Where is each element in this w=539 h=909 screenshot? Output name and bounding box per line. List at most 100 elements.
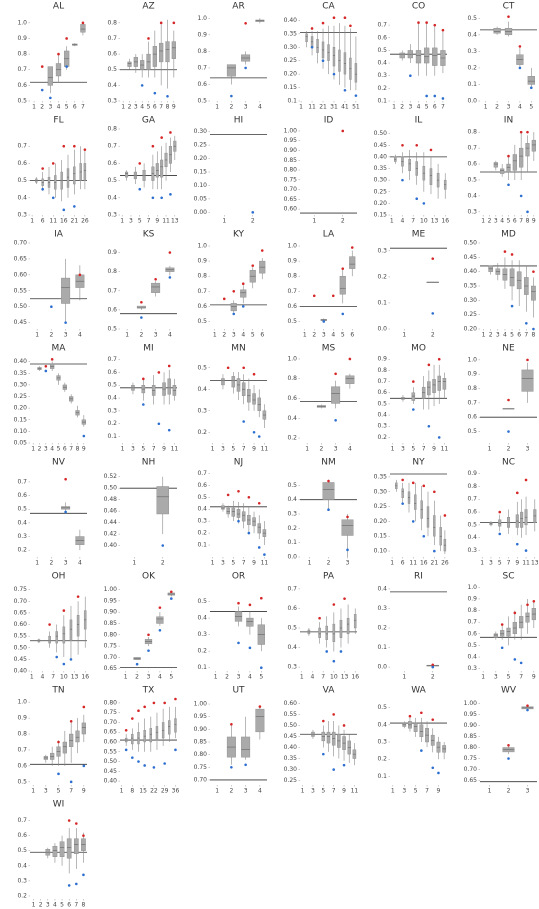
y-tick-label: 0.30 [14,381,28,388]
x-tick-label: 3 [64,560,68,567]
high-point [507,744,510,747]
y-tick-label: 0.3 [377,739,387,746]
x-tick-label: 4 [500,218,504,225]
y-tick-label: 0.6 [107,51,117,58]
box-body [62,741,67,754]
panel-title: LA [323,230,335,240]
high-point [226,493,230,497]
box-body [160,159,164,178]
high-point [157,371,161,374]
y-tick-label: 1.0 [197,15,207,22]
x-tick-label: 1 [303,332,307,339]
x-tick-label: 13 [531,560,539,567]
y-tick-label: 1.00 [194,701,208,708]
y-tick-label: 0.4 [467,31,477,38]
box-body [433,515,436,537]
y-tick-label: 0.3 [197,518,207,525]
box-body [221,505,225,510]
x-tick-label: 5 [231,560,235,567]
high-point [78,273,82,277]
x-tick-label: 1 [211,560,215,567]
x-tick-label: 9 [162,446,166,453]
high-point [237,601,240,605]
y-tick-label: 1.0 [467,356,477,363]
x-tick-label: 7 [422,446,426,453]
panel-title: IN [504,116,513,126]
x-tick-label: 4 [518,104,522,111]
panel-title: KS [143,230,155,240]
y-tick-label: 0.20 [374,200,388,207]
y-tick-label: 0.45 [14,656,28,663]
low-point [82,764,86,768]
panel: IL0.150.200.250.300.350.400.450.501 4 7 10 1… [374,116,450,225]
x-tick-label: 5 [507,218,511,225]
panel-title: MI [143,344,153,354]
high-point [140,300,143,304]
y-tick-label: 0.8 [467,385,477,392]
panel: NH 0.40 0.42 0.44 0.46 0.48 0.50 0.52 1 2 [104,458,177,567]
low-point [138,187,142,191]
panel-title: WA [411,686,426,696]
y-tick-label: 0.30 [194,128,208,135]
x-tick-label: 1 [482,332,486,339]
y-tick-label: 0.75 [104,709,118,716]
x-tick-label: 2 [229,788,233,795]
y-tick-label: 0.15 [14,416,28,423]
y-tick-label: 0.4 [377,412,387,419]
box-body [61,277,71,304]
high-point [411,481,415,485]
low-point [422,534,426,538]
low-point [82,873,85,877]
y-tick-label: 0.7 [107,143,117,150]
y-tick-label: 0.5 [17,506,27,513]
y-tick-label: 0.7 [197,288,207,295]
box-body [318,627,321,638]
y-tick-label: 0.65 [104,729,118,736]
panel-title: KY [233,230,245,240]
y-tick-label: 0.65 [104,665,118,672]
x-tick-label: 6 [260,332,264,339]
x-tick-label: 5 [57,788,61,795]
y-tick-label: 0.9 [467,595,477,602]
low-point [441,97,445,100]
y-tick-label: 1.0 [467,584,477,591]
x-tick-label: 7 [81,104,85,111]
panel: OH0.400.450.500.550.600.650.700.751 4 7 10 1… [14,572,90,681]
x-tick-label: 1 [481,218,485,225]
high-point [331,294,335,298]
y-tick-label: 0.6 [467,509,477,516]
x-tick-label: 5 [251,332,255,339]
y-tick-label: 0.1 [377,299,387,306]
x-tick-label: 41 [341,104,349,111]
low-point [124,748,128,752]
x-tick-label: 1 [488,446,492,453]
y-tick-label: 0.60 [284,206,298,213]
y-tick-label: 0.40 [104,778,118,785]
x-tick-label: 9 [532,674,536,681]
high-point [415,143,419,147]
y-tick-label: 0.6 [17,160,27,167]
y-tick-label: 0.7 [287,288,297,295]
panel: RI 0.0 0.1 0.2 0.3 0.4 1 2 [377,572,447,681]
x-tick-label: 3 [221,560,225,567]
box-body [73,838,79,854]
y-tick-label: 0.60 [14,621,28,628]
x-tick-label: 1 [213,332,217,339]
x-tick-label: 3 [154,332,158,339]
y-tick-label: 0.7 [467,145,477,152]
low-point [244,763,247,767]
y-tick-label: 0.55 [284,711,298,718]
x-tick-label: 4 [78,332,82,339]
box-body [155,726,159,741]
high-point [349,24,352,28]
y-tick-label: 0.80 [284,167,298,174]
x-tick-label: 1 [132,560,136,567]
box-body [354,63,358,83]
panel-title: NH [142,458,156,468]
y-tick-label: 0.90 [194,726,208,733]
y-tick-label: 0.8 [467,483,477,490]
x-tick-label: 3 [232,332,236,339]
y-tick-label: 0.5 [17,98,27,105]
panel: MD 0.20 0.25 0.30 0.35 0.40 0.45 0.50 1 2 3 4 5 6 7 8 [464,230,537,339]
